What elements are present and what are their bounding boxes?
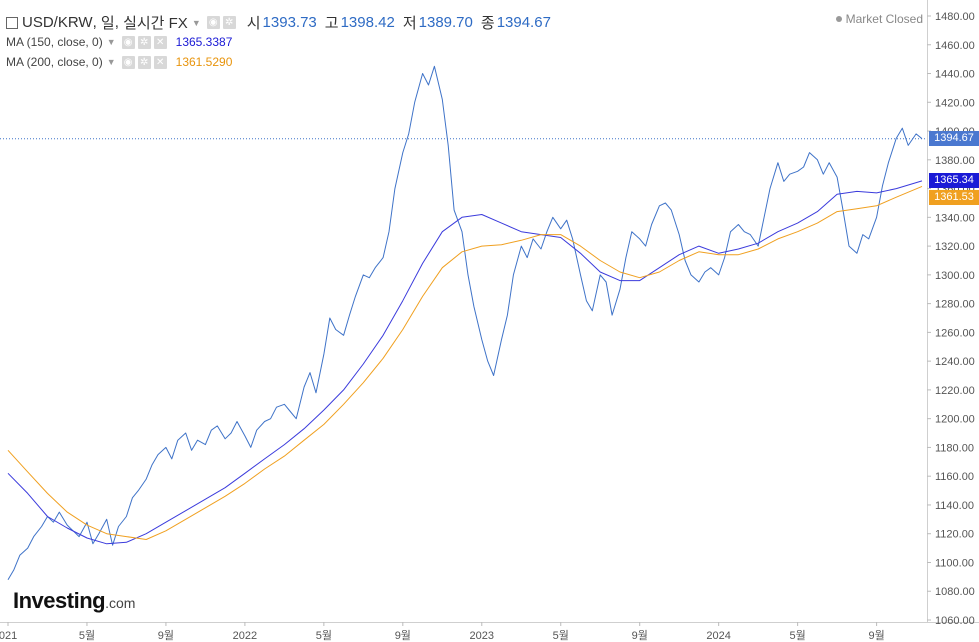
- symbol-legend: USD/KRW, 일, 실시간 FX ▼ ◉ ✲ 시 1393.73 고 139…: [6, 12, 551, 33]
- y-tick-label: 1200.00: [935, 414, 975, 426]
- collapse-box-icon[interactable]: [6, 16, 18, 29]
- y-tick-label: 1340.00: [935, 212, 975, 224]
- y-tick-label: 1420.00: [935, 97, 975, 109]
- feed-label: 실시간 FX: [123, 15, 188, 32]
- x-tick-label: 5월: [553, 629, 569, 642]
- y-tick-label: 1460.00: [935, 40, 975, 52]
- y-tick-label: 1300.00: [935, 270, 975, 282]
- investing-logo[interactable]: Investing.com: [13, 588, 136, 613]
- y-tick-label: 1080.00: [935, 586, 975, 598]
- chevron-down-icon[interactable]: ▼: [191, 17, 201, 28]
- y-tick-label: 1180.00: [935, 442, 974, 454]
- y-tick-label: 1120.00: [935, 529, 974, 541]
- high-label: 고: [324, 15, 339, 32]
- x-tick-label: 2022: [233, 630, 257, 642]
- y-tick-label: 1100.00: [935, 557, 974, 569]
- series-price-line: [7, 65, 923, 580]
- y-tick-label: 1160.00: [935, 471, 974, 483]
- x-tick-label: 9월: [395, 629, 411, 642]
- x-tick-label: 2024: [706, 630, 730, 642]
- x-tick-label: 5월: [79, 629, 95, 642]
- ma200-legend: MA (200, close, 0) ▼ ◉ ✲ ✕ 1361.5290: [6, 55, 232, 69]
- series-ma200-line: [7, 185, 923, 540]
- ma150-value: 1365.3387: [175, 35, 233, 49]
- gear-icon[interactable]: ✲: [137, 55, 151, 69]
- eye-icon[interactable]: ◉: [206, 16, 220, 29]
- eye-icon[interactable]: ◉: [121, 35, 135, 49]
- y-tick-label: 1440.00: [935, 69, 975, 81]
- symbol-name: USD/KRW: [22, 14, 93, 31]
- market-status: Market Closed: [835, 12, 923, 26]
- x-tick-label: 9월: [158, 629, 174, 642]
- gear-icon[interactable]: ✲: [137, 35, 151, 49]
- ma150-price-tag: 1365.34: [929, 173, 979, 189]
- x-tick-label: 2023: [470, 630, 494, 642]
- y-tick-label: 1280.00: [935, 299, 975, 311]
- y-tick-label: 1240.00: [935, 356, 975, 368]
- x-tick-label: 9월: [868, 629, 884, 642]
- close-label: 종: [480, 15, 495, 32]
- gear-icon[interactable]: ✲: [222, 16, 236, 29]
- ma150-legend: MA (150, close, 0) ▼ ◉ ✲ ✕ 1365.3387: [6, 35, 232, 49]
- x-tick-label: 021: [0, 630, 17, 642]
- ma150-label: MA (150, close, 0): [6, 35, 103, 49]
- low-value: 1389.70: [418, 14, 473, 31]
- y-tick-label: 1380.00: [935, 155, 975, 167]
- ma200-value: 1361.5290: [175, 55, 233, 69]
- x-tick-label: 5월: [790, 629, 806, 642]
- y-tick-label: 1220.00: [935, 385, 975, 397]
- close-icon[interactable]: ✕: [153, 55, 167, 69]
- close-icon[interactable]: ✕: [153, 35, 167, 49]
- open-value: 1393.73: [262, 14, 317, 31]
- series-layer: [0, 65, 927, 580]
- status-dot-icon: [835, 16, 842, 22]
- chevron-down-icon[interactable]: ▼: [106, 57, 116, 67]
- y-tick-label: 1060.00: [935, 615, 975, 627]
- series-ma150-line: [7, 180, 923, 545]
- chevron-down-icon[interactable]: ▼: [106, 37, 116, 47]
- high-value: 1398.42: [340, 14, 395, 31]
- close-value: 1394.67: [496, 14, 551, 31]
- x-tick-label: 9월: [632, 629, 648, 642]
- ma200-label: MA (200, close, 0): [6, 55, 103, 69]
- open-label: 시: [246, 15, 261, 32]
- ma200-price-tag: 1361.53: [929, 190, 979, 206]
- eye-icon[interactable]: ◉: [121, 55, 135, 69]
- y-tick-label: 1320.00: [935, 241, 975, 253]
- interval-label: 일: [100, 15, 115, 32]
- x-tick-label: 5월: [316, 629, 332, 642]
- low-label: 저: [402, 15, 417, 32]
- y-tick-label: 1260.00: [935, 327, 975, 339]
- last-price-tag: 1394.67: [929, 131, 979, 147]
- y-tick-label: 1140.00: [935, 500, 974, 512]
- y-tick-label: 1480.00: [935, 11, 975, 23]
